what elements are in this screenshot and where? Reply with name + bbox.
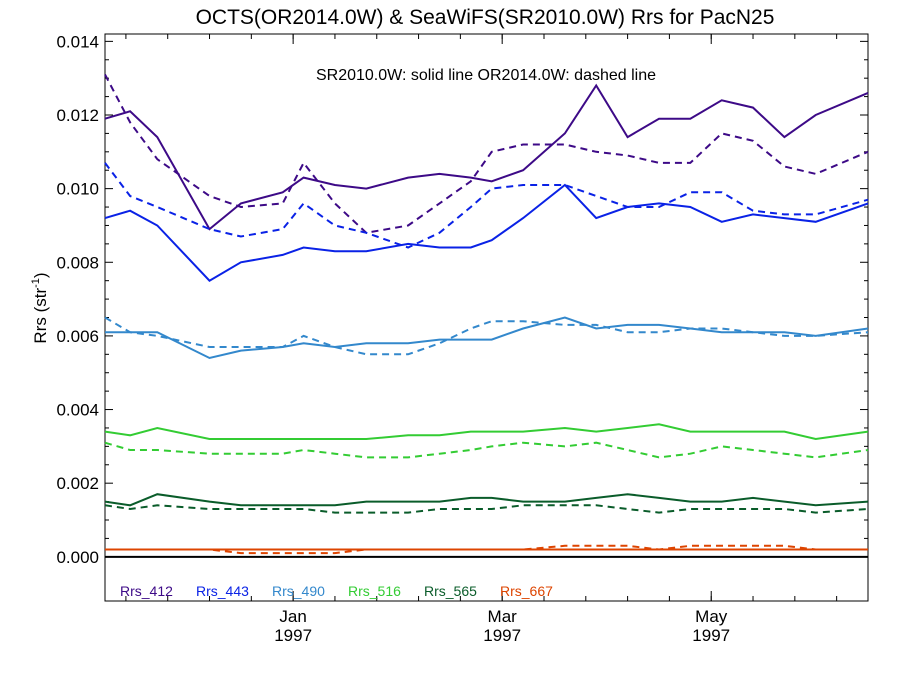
y-axis-label-close: ) <box>31 272 50 278</box>
y-tick-label: 0.004 <box>56 401 99 420</box>
y-tick-label: 0.012 <box>56 106 99 125</box>
series-Rrs_412-dashed <box>104 74 869 234</box>
y-tick-label: 0.000 <box>56 548 99 567</box>
svg-text:Rrs (str-1): Rrs (str-1) <box>30 272 50 343</box>
y-axis-label-main: Rrs (str <box>31 288 50 344</box>
x-tick-label-year: 1997 <box>483 626 521 645</box>
x-tick-label-year: 1997 <box>274 626 312 645</box>
legend-entry-Rrs_490: Rrs_490 <box>272 583 325 599</box>
legend-entry-Rrs_443: Rrs_443 <box>196 583 249 599</box>
x-tick-label-year: 1997 <box>692 626 730 645</box>
line-style-annotation: SR2010.0W: solid line OR2014.0W: dashed … <box>316 67 656 84</box>
series-Rrs_412-solid <box>104 83 869 231</box>
y-tick-label: 0.002 <box>56 474 99 493</box>
series-Rrs_516-solid <box>104 423 869 441</box>
y-tick-label: 0.014 <box>56 32 99 51</box>
series-Rrs_443-dashed <box>104 162 869 249</box>
series-Rrs_490-dashed <box>104 316 869 356</box>
legend-entry-Rrs_667: Rrs_667 <box>500 583 553 599</box>
plot-frame <box>104 33 869 602</box>
y-tick-label: 0.006 <box>56 327 99 346</box>
legend-entry-Rrs_412: Rrs_412 <box>120 583 173 599</box>
legend-entry-Rrs_565: Rrs_565 <box>424 583 477 599</box>
series-Rrs_565-dashed <box>104 504 869 514</box>
y-tick-label: 0.010 <box>56 180 99 199</box>
series-Rrs_443-solid <box>104 183 869 282</box>
y-axis-label-superscript: -1 <box>30 278 42 288</box>
x-tick-label-month: Jan <box>279 607 306 626</box>
series-Rrs_490-solid <box>105 316 869 360</box>
y-axis-label: Rrs (str-1) <box>30 272 50 343</box>
plot-area: 0.000 0.002 0.004 0.006 0.008 0.010 0.012 0.014… <box>56 32 869 645</box>
chart-title: OCTS(OR2014.0W) & SeaWiFS(SR2010.0W) Rrs… <box>196 6 775 29</box>
series-Rrs_565-solid <box>104 493 869 507</box>
y-tick-label: 0.008 <box>56 253 99 272</box>
series-Rrs_516-dashed <box>104 441 869 459</box>
x-tick-label-month: May <box>695 607 728 626</box>
x-tick-label-month: Mar <box>488 607 518 626</box>
legend-entry-Rrs_516: Rrs_516 <box>348 583 401 599</box>
